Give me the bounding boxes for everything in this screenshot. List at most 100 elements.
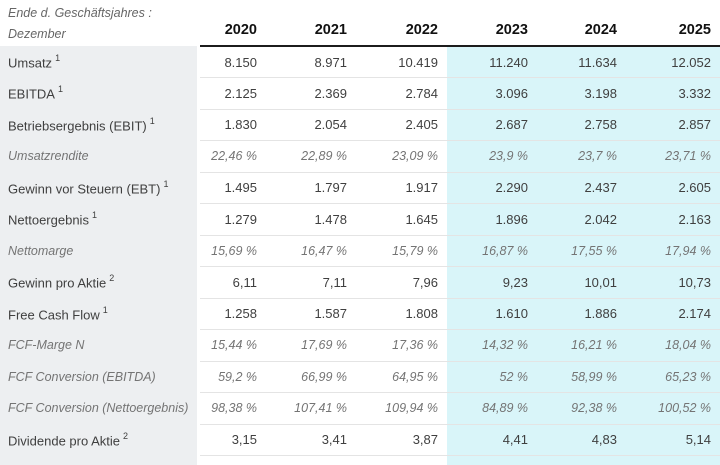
table-row-partial [0,455,720,465]
year-header-2021: 2021 [266,0,356,47]
row-label-text: Free Cash Flow [8,306,100,322]
year-header-2023: 2023 [447,0,537,47]
value-cell-estimate: 2.437 [537,172,626,204]
value-cell: 1.917 [356,172,447,204]
value-cell: 1.478 [266,203,356,236]
footnote-marker: 1 [55,52,61,63]
value-cell: 1.495 [200,172,266,204]
table-header-row: Ende d. Geschäftsjahres : Dezember 2020 … [0,0,720,47]
row-label-text: Umsatz [8,54,53,70]
value-cell-estimate: 16,87 % [447,235,537,267]
row-label-text: Nettomarge [8,243,74,258]
row-label-text: Umsatzrendite [8,149,89,164]
value-cell-estimate: 16,21 % [537,329,626,362]
year-header-2024: 2024 [537,0,626,47]
table-row: Free Cash Flow 1 1.258 1.587 1.808 1.610 1.886… [0,298,720,330]
value-cell-estimate: 12.052 [626,46,720,78]
value-cell-estimate: 2.163 [626,203,720,236]
table-row: FCF Conversion (EBITDA) 59,2 % 66,99 % 64,9… [0,361,720,393]
value-cell [266,456,356,465]
row-label-cell: Gewinn pro Aktie 2 [0,266,200,298]
value-cell: 2.125 [200,77,266,110]
row-label-cell [0,455,200,465]
table-row: Umsatzrendite 22,46 % 22,89 % 23,09 % 23,9 %… [0,140,720,173]
footnote-marker: 1 [149,115,155,126]
table-row: Gewinn vor Steuern (EBT) 1 1.495 1.797 1.917… [0,172,720,204]
value-cell-estimate: 92,38 % [537,392,626,425]
value-cell-estimate: 65,23 % [626,361,720,393]
footnote-marker: 2 [109,273,115,284]
table-row: EBITDA 1 2.125 2.369 2.784 3.096 3.198 3.332 [0,77,720,110]
table-row: FCF Conversion (Nettoergebnis) 98,38 % 107… [0,392,720,425]
table-row: FCF-Marge N 15,44 % 17,69 % 17,36 % 14,32 % 1… [0,329,720,362]
value-cell: 1.797 [266,172,356,204]
value-cell-estimate: 4,83 [537,424,626,456]
row-label-cell: Free Cash Flow 1 [0,298,200,330]
footnote-marker: 1 [102,304,108,315]
value-cell-estimate: 17,55 % [537,235,626,267]
value-cell: 1.587 [266,298,356,330]
value-cell-estimate: 52 % [447,361,537,393]
value-cell: 8.150 [200,46,266,78]
value-cell: 66,99 % [266,361,356,393]
value-cell: 15,69 % [200,235,266,267]
value-cell [200,456,266,465]
value-cell: 3,87 [356,424,447,456]
value-cell [626,455,720,465]
value-cell-estimate: 2.290 [447,172,537,204]
row-label-cell: Umsatz 1 [0,46,200,78]
row-label-text: Gewinn pro Aktie [8,275,107,291]
value-cell-estimate: 23,71 % [626,140,720,173]
value-cell: 6,11 [200,266,266,299]
fiscal-year-end-header: Ende d. Geschäftsjahres : Dezember [0,0,200,46]
value-cell: 1.279 [200,203,266,236]
value-cell-estimate: 10,01 [537,266,626,299]
value-cell-estimate: 17,94 % [626,235,720,267]
value-cell-estimate: 4,41 [447,424,537,456]
row-label-cell: Nettoergebnis 1 [0,203,200,235]
table-row: Betriebsergebnis (EBIT) 1 1.830 2.054 2.405 2… [0,109,720,141]
row-label-cell: Nettomarge [0,235,200,267]
value-cell: 2.784 [356,77,447,110]
table-row: Gewinn pro Aktie 2 6,11 7,11 7,96 9,23 10,01 10… [0,266,720,299]
row-label-cell: FCF Conversion (EBITDA) [0,361,200,393]
value-cell: 16,47 % [266,235,356,267]
value-cell: 23,09 % [356,140,447,173]
row-label-text: Nettoergebnis [8,212,89,228]
value-cell: 22,89 % [266,140,356,173]
value-cell: 1.258 [200,298,266,330]
value-cell: 109,94 % [356,392,447,425]
footnote-marker: 1 [163,178,169,189]
value-cell: 1.830 [200,109,266,141]
year-header-2022: 2022 [356,0,447,47]
table-body: Umsatz 1 8.150 8.971 10.419 11.240 11.634 12.05… [0,46,720,465]
row-label-text: FCF Conversion (Nettoergebnis) [8,401,189,416]
value-cell-estimate: 10,73 [626,266,720,299]
value-cell: 7,96 [356,266,447,299]
value-cell-estimate: 11.634 [537,46,626,78]
row-label-text: EBITDA [8,86,55,102]
value-cell [356,456,447,465]
value-cell-estimate: 14,32 % [447,329,537,362]
value-cell-estimate: 1.896 [447,203,537,236]
fiscal-year-end-label-line1: Ende d. Geschäftsjahres : [8,6,152,20]
year-header-2025: 2025 [626,0,720,47]
value-cell-estimate: 1.610 [447,298,537,330]
value-cell: 3,15 [200,424,266,456]
value-cell: 59,2 % [200,361,266,393]
footnote-marker: 2 [123,430,129,441]
value-cell [447,455,537,465]
footnote-marker: 1 [57,84,63,95]
value-cell-estimate: 2.758 [537,109,626,141]
value-cell-estimate: 2.174 [626,298,720,330]
row-label-cell: Umsatzrendite [0,140,200,172]
value-cell-estimate: 2.687 [447,109,537,141]
value-cell: 64,95 % [356,361,447,393]
value-cell: 98,38 % [200,392,266,425]
value-cell-estimate: 3.198 [537,77,626,110]
value-cell: 8.971 [266,46,356,78]
value-cell-estimate: 2.042 [537,203,626,236]
value-cell-estimate: 2.605 [626,172,720,204]
value-cell: 15,44 % [200,329,266,362]
